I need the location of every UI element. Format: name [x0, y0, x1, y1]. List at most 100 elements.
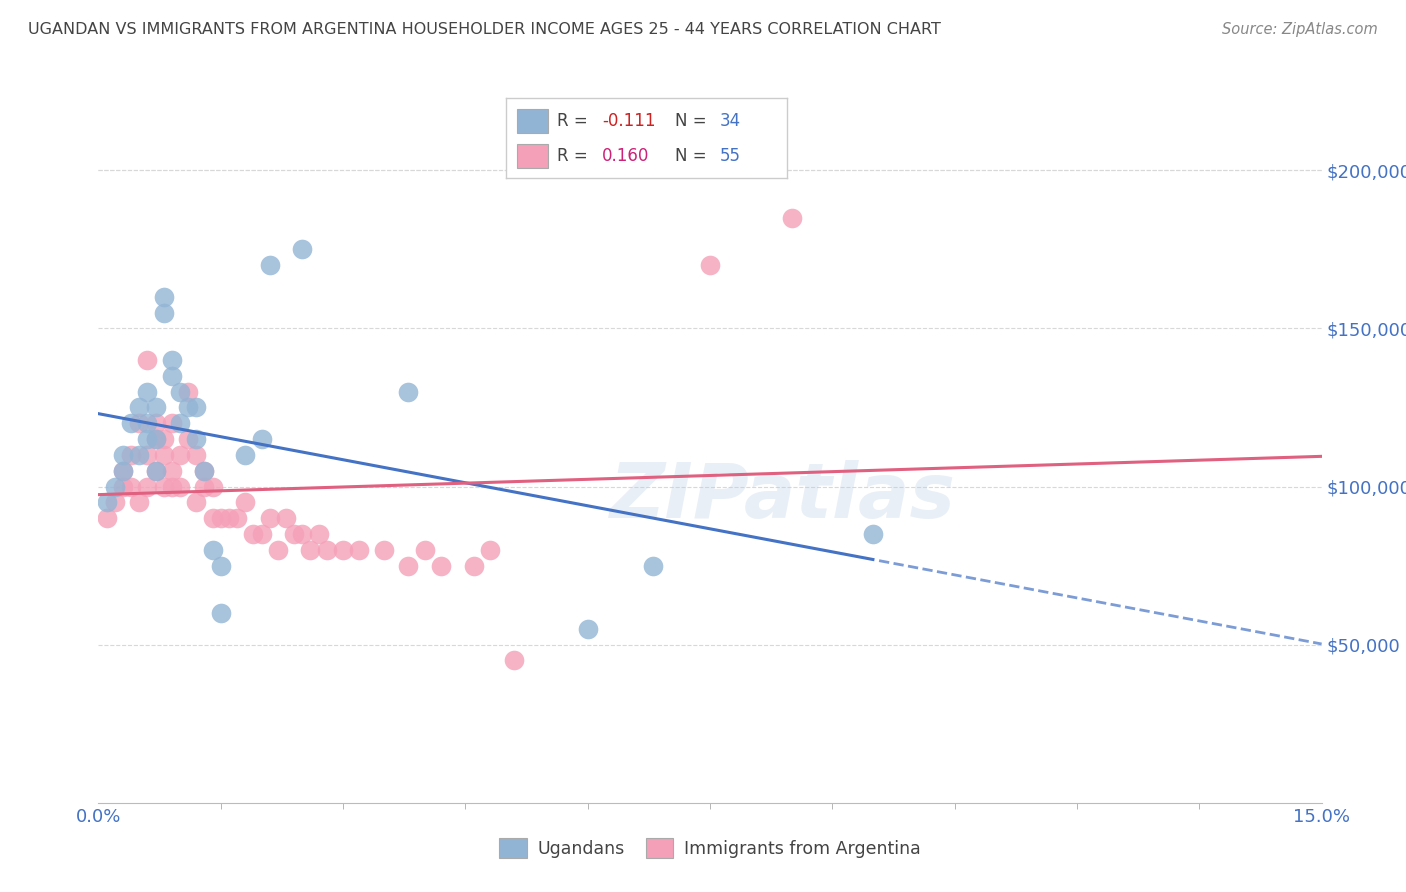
- Point: [780, 211, 803, 225]
- Point: [308, 527, 330, 541]
- Point: [169, 384, 191, 399]
- Point: [136, 353, 159, 368]
- Point: [332, 542, 354, 557]
- Point: [267, 542, 290, 557]
- Point: [160, 353, 183, 368]
- Point: [145, 432, 167, 446]
- Legend: Ugandans, Immigrants from Argentina: Ugandans, Immigrants from Argentina: [495, 833, 925, 863]
- Point: [413, 542, 436, 557]
- Text: N =: N =: [675, 112, 711, 129]
- Point: [291, 527, 314, 541]
- Point: [862, 527, 884, 541]
- Point: [274, 511, 297, 525]
- Point: [128, 417, 150, 431]
- Point: [186, 432, 208, 446]
- Point: [396, 384, 419, 399]
- Point: [186, 495, 208, 509]
- Point: [152, 432, 174, 446]
- Point: [152, 448, 174, 462]
- Point: [152, 305, 174, 319]
- Point: [641, 558, 664, 573]
- Point: [128, 448, 150, 462]
- Point: [120, 479, 142, 493]
- Point: [373, 542, 395, 557]
- Point: [160, 464, 183, 478]
- Point: [104, 479, 127, 493]
- Point: [120, 417, 142, 431]
- Point: [145, 464, 167, 478]
- Point: [396, 558, 419, 573]
- Point: [160, 368, 183, 383]
- Point: [169, 417, 191, 431]
- Point: [104, 495, 127, 509]
- Point: [136, 448, 159, 462]
- Text: 55: 55: [720, 147, 741, 165]
- Point: [111, 479, 134, 493]
- Text: R =: R =: [557, 112, 593, 129]
- Point: [259, 511, 281, 525]
- Point: [152, 479, 174, 493]
- Point: [120, 448, 142, 462]
- Point: [209, 606, 232, 620]
- Point: [111, 464, 134, 478]
- Point: [96, 495, 118, 509]
- Point: [209, 558, 232, 573]
- Point: [96, 511, 118, 525]
- Text: 0.160: 0.160: [602, 147, 650, 165]
- Point: [128, 495, 150, 509]
- Point: [259, 258, 281, 272]
- Point: [349, 542, 371, 557]
- Point: [463, 558, 485, 573]
- Point: [145, 401, 167, 415]
- Point: [478, 542, 501, 557]
- Point: [136, 384, 159, 399]
- Point: [145, 417, 167, 431]
- Point: [299, 542, 322, 557]
- Point: [169, 448, 191, 462]
- Point: [218, 511, 240, 525]
- Point: [145, 432, 167, 446]
- Point: [186, 448, 208, 462]
- Point: [193, 479, 215, 493]
- Point: [169, 479, 191, 493]
- Point: [201, 511, 224, 525]
- Point: [160, 479, 183, 493]
- Point: [233, 448, 256, 462]
- Point: [291, 243, 314, 257]
- Point: [145, 464, 167, 478]
- Point: [576, 622, 599, 636]
- Point: [209, 511, 232, 525]
- Point: [250, 432, 273, 446]
- Point: [111, 464, 134, 478]
- Point: [111, 448, 134, 462]
- Point: [242, 527, 264, 541]
- Point: [186, 401, 208, 415]
- Point: [177, 432, 200, 446]
- Point: [160, 417, 183, 431]
- Point: [152, 290, 174, 304]
- Point: [201, 479, 224, 493]
- Text: -0.111: -0.111: [602, 112, 655, 129]
- Bar: [517, 109, 548, 133]
- Text: R =: R =: [557, 147, 593, 165]
- Text: 34: 34: [720, 112, 741, 129]
- Point: [699, 258, 721, 272]
- Point: [233, 495, 256, 509]
- Point: [136, 417, 159, 431]
- Bar: [517, 144, 548, 168]
- Point: [177, 401, 200, 415]
- Point: [177, 384, 200, 399]
- Text: N =: N =: [675, 147, 711, 165]
- Point: [250, 527, 273, 541]
- Point: [503, 653, 526, 667]
- Point: [193, 464, 215, 478]
- Text: Source: ZipAtlas.com: Source: ZipAtlas.com: [1222, 22, 1378, 37]
- Point: [136, 432, 159, 446]
- Point: [201, 542, 224, 557]
- Point: [193, 464, 215, 478]
- Point: [128, 401, 150, 415]
- Point: [430, 558, 453, 573]
- Point: [136, 479, 159, 493]
- Text: ZIPatlas: ZIPatlas: [610, 459, 956, 533]
- Point: [315, 542, 337, 557]
